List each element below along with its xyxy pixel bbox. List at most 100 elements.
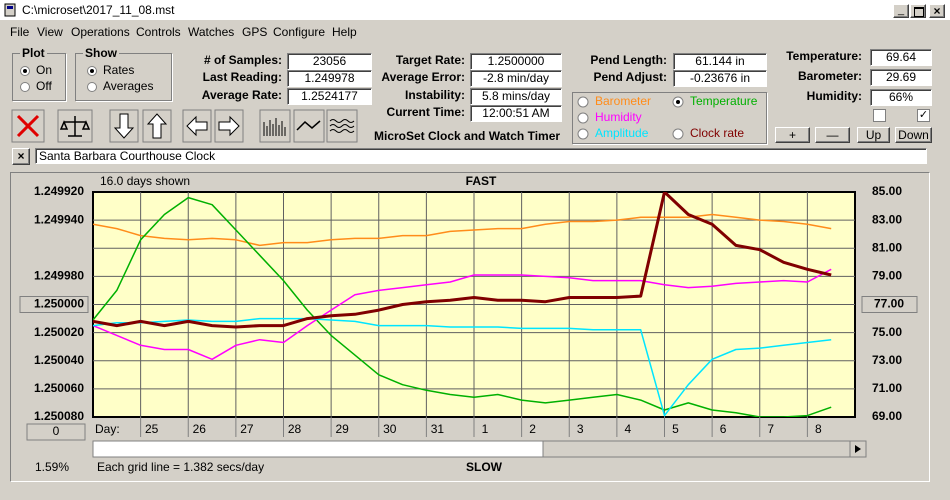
series-line <box>93 213 832 247</box>
value-field: 1.2500000 <box>470 53 562 70</box>
value-field: 12:00:51 AM <box>470 105 562 122</box>
value-field: 66% <box>870 89 932 106</box>
y2-tick-label: 81.00 <box>872 240 902 254</box>
wave-view-button[interactable] <box>326 109 358 143</box>
axis-button[interactable] <box>861 296 918 313</box>
up-button[interactable] <box>142 109 172 143</box>
menu-item[interactable]: Watches <box>188 25 235 39</box>
axis-button[interactable] <box>19 296 89 313</box>
field-label: Average Rate: <box>201 88 282 102</box>
x-tick-label: 1 <box>482 422 489 436</box>
checkbox[interactable]: ✓ <box>917 109 930 122</box>
x-tick-label: 6 <box>720 422 727 436</box>
y2-tick-label: 77.00 <box>874 297 904 311</box>
x-tick-label: 2 <box>529 422 536 436</box>
field-label: Last Reading: <box>202 70 282 84</box>
field-label: Barometer: <box>797 69 862 83</box>
x-tick-label: 31 <box>431 422 445 436</box>
chart-panel <box>10 172 930 482</box>
y-tick-label: 1.249980 <box>34 269 84 283</box>
radio-button[interactable] <box>20 82 30 92</box>
series-group <box>93 192 832 417</box>
x-tick-label: 26 <box>193 422 207 436</box>
menu-item[interactable]: File <box>10 25 30 39</box>
close-button[interactable]: × <box>929 4 945 18</box>
clear-name-button[interactable]: × <box>12 148 30 165</box>
percent-label: 1.59% <box>35 460 69 474</box>
y2-tick-label: 83.00 <box>872 212 902 226</box>
y-tick-label: 1.250040 <box>34 353 84 367</box>
series-radio[interactable] <box>672 128 684 140</box>
value-field: 61.144 in <box>673 53 767 70</box>
radio-label: Rates <box>103 63 135 77</box>
show-group <box>75 53 172 101</box>
field-label: # of Samples: <box>203 53 282 67</box>
x-tick-label: 8 <box>815 422 822 436</box>
field-label: Pend Adjust: <box>593 70 667 84</box>
field-label: Pend Length: <box>590 53 667 67</box>
y2-tick-label: 75.00 <box>872 325 902 339</box>
value-field: 23056 <box>287 53 372 70</box>
y2-tick-label: 85.00 <box>872 184 902 198</box>
right-button[interactable] <box>214 109 244 143</box>
y2-tick-label: 79.00 <box>872 269 902 283</box>
y2-tick-label: 73.00 <box>872 353 902 367</box>
maximize-button[interactable] <box>910 4 926 18</box>
radio-label: Off <box>36 79 52 93</box>
bar-view-button[interactable] <box>259 109 291 143</box>
x-tick-label: 7 <box>767 422 774 436</box>
field-label: Target Rate: <box>395 53 465 67</box>
series-label: Barometer <box>595 94 651 108</box>
balance-button[interactable] <box>57 109 93 143</box>
value-field: 29.69 <box>870 69 932 86</box>
series-radio[interactable] <box>577 112 589 124</box>
adjust-button[interactable]: Down <box>895 127 932 143</box>
checkbox[interactable] <box>873 109 886 122</box>
y2-tick-label: 71.00 <box>872 381 902 395</box>
toolbar <box>11 109 358 143</box>
x-tick-label: 30 <box>383 422 397 436</box>
down-button[interactable] <box>109 109 139 143</box>
window-title: C:\microset\2017_11_08.mst <box>22 3 175 17</box>
x-tick-label: 5 <box>672 422 679 436</box>
zero-button[interactable] <box>26 423 86 441</box>
menu-item[interactable]: GPS <box>242 25 268 39</box>
menu-item[interactable]: Controls <box>136 25 181 39</box>
value-field: 5.8 mins/day <box>470 88 562 105</box>
menu-item[interactable]: Operations <box>71 25 130 39</box>
clear-button[interactable] <box>11 109 45 143</box>
adjust-button[interactable]: + <box>775 127 810 143</box>
menu-item[interactable]: View <box>37 25 63 39</box>
menu-bar: File View Operations Controls Watches GPS Conf… <box>0 22 950 40</box>
y-tick-label: 1.250080 <box>34 409 84 423</box>
line-view-button[interactable] <box>293 109 325 143</box>
series-label: Humidity <box>595 110 642 124</box>
y-tick-label: 1.250060 <box>34 381 84 395</box>
scroll-thumb[interactable] <box>542 440 851 458</box>
radio-button[interactable] <box>87 82 97 92</box>
adjust-button[interactable]: Up <box>857 127 890 143</box>
fast-label: FAST <box>466 174 497 188</box>
series-line <box>93 196 832 417</box>
scroll-white <box>92 440 544 458</box>
field-label: Temperature: <box>786 49 862 63</box>
adjust-button[interactable]: — <box>815 127 850 143</box>
left-button[interactable] <box>182 109 212 143</box>
menu-item[interactable]: Configure <box>273 25 326 39</box>
y2-tick-label: 69.00 <box>872 409 902 423</box>
x-tick-label: 3 <box>577 422 584 436</box>
menu-item[interactable]: Help <box>332 25 357 39</box>
y-tick-label: 1.249920 <box>34 184 84 198</box>
x-tick-label: 29 <box>335 422 349 436</box>
radio-button[interactable] <box>87 66 97 76</box>
series-radio[interactable] <box>577 128 589 140</box>
x-tick-label: 4 <box>625 422 632 436</box>
minimize-button[interactable]: _ <box>893 4 909 18</box>
value-field: 69.64 <box>870 49 932 66</box>
radio-button[interactable] <box>20 66 30 76</box>
x-tick-label: 27 <box>240 422 254 436</box>
series-radio[interactable] <box>577 96 589 108</box>
clock-name-field[interactable]: Santa Barbara Courthouse Clock <box>35 148 927 164</box>
series-label: Temperature <box>690 94 758 108</box>
